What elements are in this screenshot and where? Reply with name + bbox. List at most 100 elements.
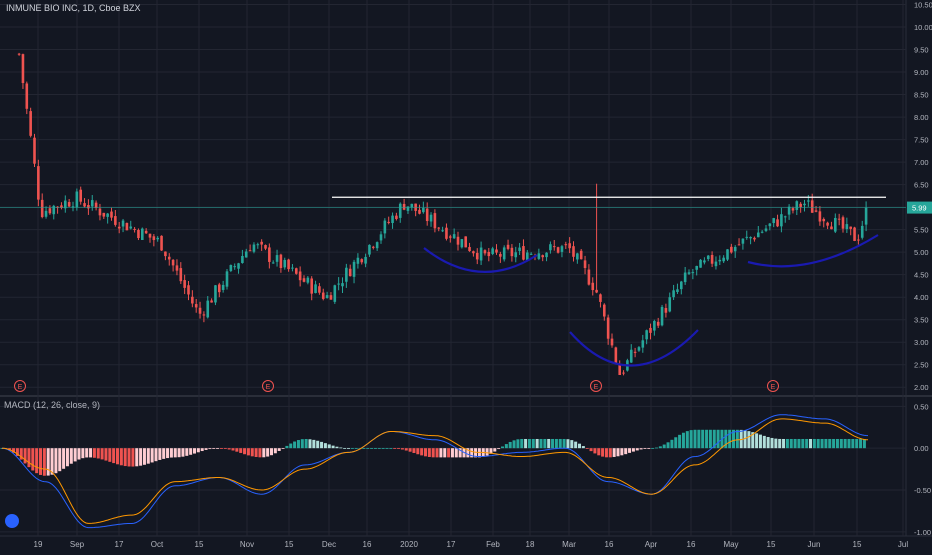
macd-histogram-bar bbox=[339, 447, 343, 449]
macd-histogram-bar bbox=[81, 448, 85, 459]
macd-histogram-bar bbox=[489, 448, 493, 454]
macd-histogram-bar bbox=[223, 448, 227, 449]
candle-body bbox=[106, 213, 109, 217]
candle-body bbox=[341, 283, 344, 287]
candle-body bbox=[857, 239, 860, 241]
macd-histogram-bar bbox=[258, 448, 262, 458]
macd-histogram-bar bbox=[789, 438, 793, 449]
macd-histogram-bar bbox=[31, 448, 35, 471]
candle-body bbox=[741, 238, 745, 244]
macd-histogram-bar bbox=[385, 448, 389, 449]
macd-histogram-bar bbox=[662, 444, 666, 449]
candle-body bbox=[425, 208, 429, 222]
macd-histogram-bar bbox=[320, 441, 324, 449]
candle-body bbox=[683, 272, 687, 283]
candle-body bbox=[129, 226, 133, 229]
x-tick-label: 16 bbox=[363, 540, 372, 549]
candle-body bbox=[156, 237, 159, 240]
macd-histogram-bar bbox=[200, 448, 204, 452]
candle-body bbox=[603, 304, 606, 317]
macd-histogram-bar bbox=[574, 441, 578, 449]
candle-body bbox=[117, 226, 121, 229]
x-tick-label: Feb bbox=[486, 540, 500, 549]
candle-body bbox=[437, 227, 441, 229]
macd-histogram-bar bbox=[832, 438, 836, 449]
candle-body bbox=[483, 250, 487, 254]
candle-body bbox=[187, 285, 190, 295]
macd-histogram-bar bbox=[300, 439, 304, 449]
macd-histogram-bar bbox=[196, 448, 200, 453]
candle-body bbox=[749, 237, 752, 239]
candle-body bbox=[560, 246, 564, 252]
macd-histogram-bar bbox=[601, 448, 605, 457]
candle-body bbox=[776, 219, 779, 227]
candle-body bbox=[768, 223, 772, 227]
macd-histogram-bar bbox=[335, 446, 339, 449]
candle-body bbox=[660, 306, 664, 326]
macd-histogram-bar bbox=[173, 448, 177, 458]
macd-histogram-bar bbox=[89, 448, 93, 458]
candle-body bbox=[695, 265, 698, 270]
macd-histogram-bar bbox=[805, 438, 809, 449]
macd-histogram-bar bbox=[39, 448, 42, 475]
macd-histogram-bar bbox=[612, 448, 616, 457]
macd-histogram-bar bbox=[693, 429, 697, 449]
candle-body bbox=[191, 296, 194, 304]
macd-histogram-bar bbox=[212, 448, 216, 449]
macd-histogram-bar bbox=[427, 448, 431, 458]
x-tick-label: Jul bbox=[898, 540, 908, 549]
macd-histogram-bar bbox=[724, 429, 728, 449]
candle-body bbox=[456, 236, 460, 245]
macd-histogram-bar bbox=[766, 437, 770, 449]
candle-body bbox=[44, 210, 48, 217]
candle-body bbox=[87, 205, 90, 209]
candle-body bbox=[464, 236, 467, 248]
candle-body bbox=[218, 284, 221, 293]
candle-body bbox=[499, 253, 502, 257]
candle-body bbox=[114, 216, 117, 225]
x-tick-label: May bbox=[723, 540, 738, 549]
macd-histogram-bar bbox=[647, 448, 651, 449]
macd-histogram-bar bbox=[597, 448, 601, 456]
candle-body bbox=[656, 321, 660, 326]
macd-histogram-bar bbox=[104, 448, 108, 461]
macd-histogram-bar bbox=[785, 438, 789, 449]
candle-body bbox=[757, 232, 760, 238]
macd-histogram-bar bbox=[458, 448, 462, 458]
macd-y-tick-label: -1.00 bbox=[914, 528, 931, 537]
candle-body bbox=[356, 257, 360, 264]
macd-histogram-bar bbox=[420, 448, 424, 456]
candle-body bbox=[152, 236, 156, 241]
x-tick-label: Dec bbox=[322, 540, 336, 549]
candle-body bbox=[17, 53, 21, 55]
candle-body bbox=[183, 280, 186, 288]
candle-body bbox=[849, 226, 852, 229]
macd-histogram-bar bbox=[277, 448, 281, 451]
candle-body bbox=[791, 208, 795, 211]
candle-body bbox=[633, 351, 637, 353]
macd-histogram-bar bbox=[62, 448, 66, 469]
earnings-marker bbox=[262, 380, 274, 392]
candle-body bbox=[618, 364, 621, 375]
macd-histogram-bar bbox=[273, 448, 277, 454]
candle-body bbox=[379, 234, 383, 241]
candle-body bbox=[753, 237, 756, 240]
candle-body bbox=[144, 230, 148, 234]
candle-body bbox=[826, 222, 829, 226]
macd-histogram-bar bbox=[227, 448, 231, 450]
candle-body bbox=[256, 244, 260, 246]
candle-body bbox=[552, 246, 556, 248]
macd-histogram-bar bbox=[347, 448, 350, 449]
candle-body bbox=[179, 268, 183, 282]
macd-histogram-bar bbox=[447, 448, 451, 458]
candle-body bbox=[591, 282, 595, 291]
candle-body bbox=[814, 210, 818, 212]
candle-body bbox=[90, 200, 94, 207]
candle-body bbox=[318, 286, 321, 293]
earnings-marker bbox=[14, 380, 26, 392]
candle-body bbox=[622, 372, 625, 374]
candle-body bbox=[25, 83, 29, 109]
candle-body bbox=[606, 317, 610, 339]
